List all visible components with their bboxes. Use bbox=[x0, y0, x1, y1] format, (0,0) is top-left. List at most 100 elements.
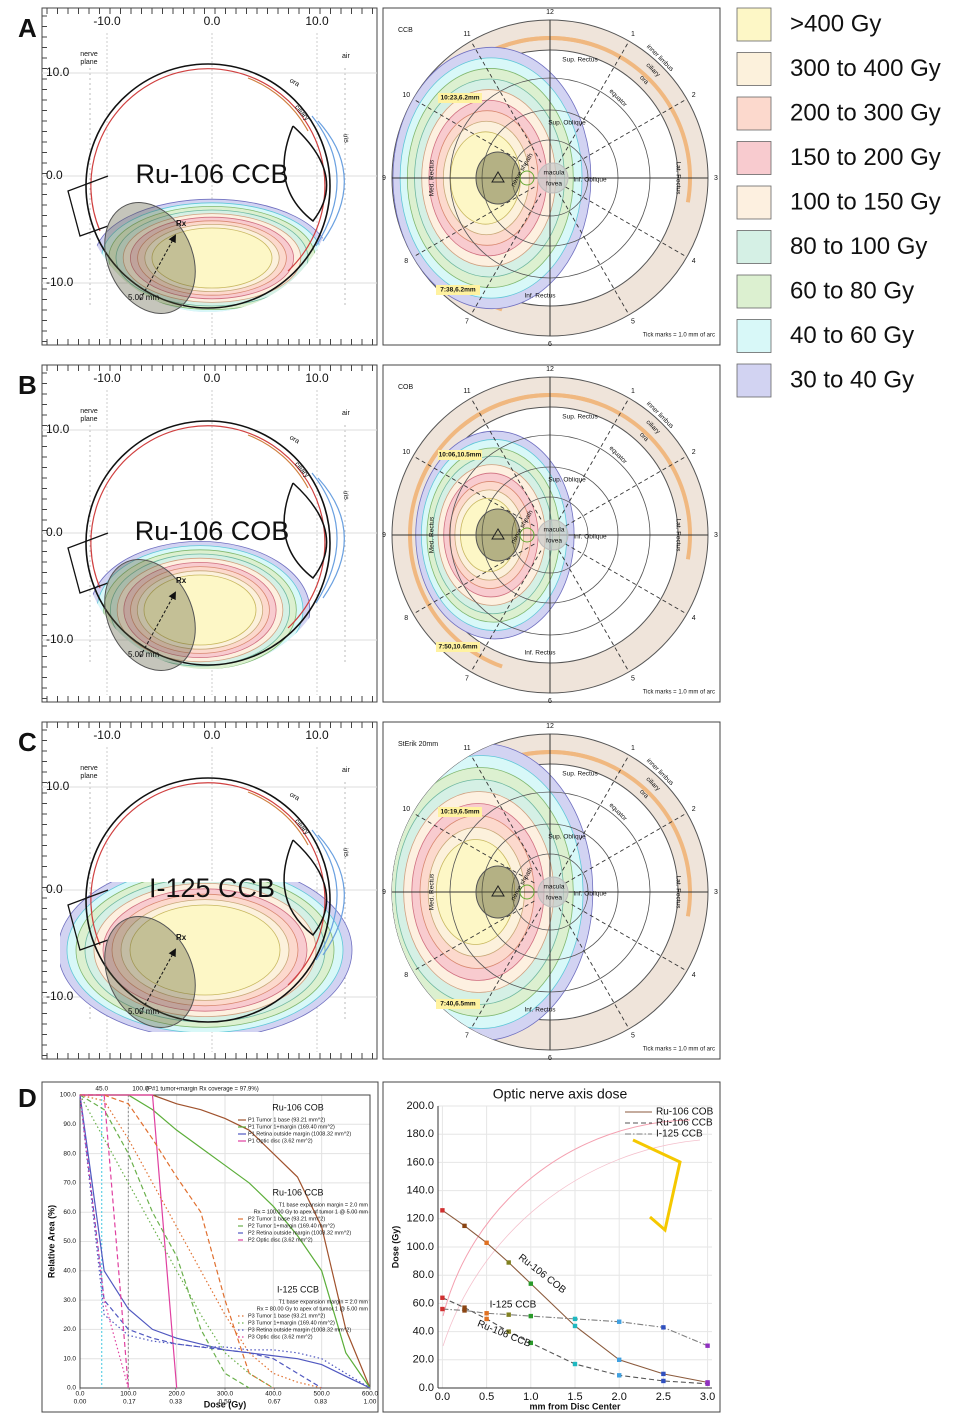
muscle-label: Sup. Rectus bbox=[562, 771, 598, 778]
dvh-curve bbox=[79, 1094, 371, 1389]
data-point bbox=[528, 1281, 534, 1286]
scale-note: Tick marks = 1.0 mm of arc bbox=[643, 690, 715, 696]
ciliary-arc bbox=[669, 464, 692, 560]
landmark-label: macula bbox=[544, 884, 565, 891]
data-point bbox=[616, 1319, 622, 1324]
data-point bbox=[661, 1325, 666, 1330]
rx-label: Rx bbox=[176, 576, 187, 585]
lens bbox=[283, 839, 328, 937]
plot-area bbox=[79, 1094, 371, 1389]
x-tick-label: 500.0 bbox=[314, 1391, 331, 1398]
eye-y-label: 0.0 bbox=[46, 168, 63, 182]
clock-line bbox=[558, 907, 630, 1030]
y-tick-label: 50.0 bbox=[63, 1238, 76, 1245]
point-label: 10:23,6.2mm bbox=[440, 95, 479, 102]
tumor bbox=[104, 559, 196, 671]
point-label-bg bbox=[436, 999, 480, 1009]
nerve-plane-label: nerve bbox=[80, 408, 98, 415]
scale-note: Tick marks = 1.0 mm of arc bbox=[643, 1047, 715, 1053]
iris-label: iris bbox=[341, 133, 350, 144]
rx-label: Rx bbox=[176, 933, 187, 942]
reference-label: 100.0 bbox=[132, 1086, 149, 1093]
clock-label: 10 bbox=[402, 449, 410, 456]
data-point bbox=[462, 1223, 467, 1229]
clock-label: 7 bbox=[465, 1033, 469, 1040]
clock-label: 10 bbox=[402, 92, 410, 99]
y-tick-label: 160.0 bbox=[406, 1156, 434, 1168]
legend-swatch bbox=[736, 141, 772, 175]
muscle-label: Sup. Oblique bbox=[548, 120, 586, 127]
source-label: StErik 20mm bbox=[398, 741, 438, 748]
tumor bbox=[104, 202, 196, 314]
x-tick-label: 200.0 bbox=[169, 1391, 186, 1398]
muscle-label: Lat. Rectus bbox=[674, 519, 681, 553]
group-note: Rx = 100.00 Gy to apex of tumor 1 @ 5.00… bbox=[254, 1209, 369, 1215]
decor-arc bbox=[442, 1119, 691, 1317]
clock-label: 9 bbox=[382, 175, 386, 182]
legend-label: P2 Optic disc (3.62 mm^2) bbox=[248, 1237, 313, 1243]
clock-label: 5 bbox=[631, 1033, 635, 1040]
macula bbox=[537, 876, 569, 908]
x-tick-label: 3.0 bbox=[700, 1391, 715, 1403]
x-tick-label: 0.5 bbox=[479, 1391, 494, 1403]
group-title: Ru-106 CCB bbox=[272, 1187, 323, 1197]
clock-label: 4 bbox=[692, 615, 696, 622]
muscle-label: Lat. Rectus bbox=[674, 876, 681, 910]
y-axis-label: Dose (Gy) bbox=[390, 1226, 400, 1269]
y-tick-label: 100.0 bbox=[60, 1092, 77, 1099]
y-tick-label: 70.0 bbox=[63, 1180, 76, 1187]
ciliary-arc bbox=[408, 393, 599, 669]
point-label: 7:50,10.6mm bbox=[438, 644, 477, 651]
muscle-label: Med. Rectus bbox=[429, 159, 436, 196]
plaque-label: Ru-106 COB bbox=[135, 516, 290, 546]
clock-line bbox=[565, 98, 688, 170]
eye-x-label: 0.0 bbox=[204, 728, 221, 742]
data-point bbox=[462, 1305, 467, 1310]
air-label: air bbox=[342, 53, 350, 60]
ora-label: ora bbox=[288, 434, 300, 445]
eye-x-label: 0.0 bbox=[204, 14, 221, 28]
legend-label: P1 Tumor 1+margin (169.40 mm^2) bbox=[248, 1124, 335, 1130]
scale-note: Tick marks = 1.0 mm of arc bbox=[643, 333, 715, 339]
y-tick-label: 80.0 bbox=[63, 1150, 76, 1157]
eye-globe bbox=[85, 420, 331, 666]
x-tick-label: 600.0 bbox=[362, 1391, 379, 1398]
legend-swatch bbox=[736, 185, 772, 220]
y-tick-label: 40.0 bbox=[413, 1326, 434, 1338]
clock-label: 6 bbox=[548, 341, 552, 348]
y-tick-label: 0.0 bbox=[419, 1382, 434, 1394]
clock-label: 8 bbox=[404, 615, 408, 622]
muscle-label: Sup. Oblique bbox=[548, 477, 586, 484]
y-tick-label: 140.0 bbox=[406, 1185, 434, 1197]
nerve-plane-label: plane bbox=[80, 416, 97, 423]
clock-label: 5 bbox=[631, 676, 635, 683]
legend-label: P2 Retina outside margin (1008.32 mm^2) bbox=[248, 1230, 351, 1236]
dvh-curve bbox=[79, 1094, 371, 1389]
legend-label: P3 Retina outside margin (1008.32 mm^2) bbox=[248, 1327, 351, 1333]
optic-nerve bbox=[67, 532, 109, 594]
optic-nerve bbox=[67, 175, 109, 237]
clock-label: 11 bbox=[463, 745, 470, 752]
clock-line bbox=[565, 455, 688, 527]
clock-label: 11 bbox=[463, 31, 470, 38]
data-point bbox=[484, 1316, 489, 1322]
panel-letter: C bbox=[18, 727, 37, 757]
legend-label: P3 Tumor 1+margin (169.40 mm^2) bbox=[248, 1320, 335, 1326]
legend-label: Ru-106 COB bbox=[656, 1107, 714, 1118]
clock-label: 1 bbox=[631, 388, 635, 395]
point-label: 10:06,10.5mm bbox=[439, 452, 482, 459]
clock-line bbox=[565, 543, 688, 615]
landmark-label: macula bbox=[544, 170, 565, 177]
legend-label: 100 to 150 Gy bbox=[790, 188, 941, 215]
x-tick-label: 0.0 bbox=[435, 1391, 450, 1403]
legend-label: P1 Retina outside margin (1008.32 mm^2) bbox=[248, 1131, 351, 1137]
data-point bbox=[616, 1373, 622, 1378]
data-point bbox=[506, 1260, 511, 1265]
dose-region bbox=[151, 227, 273, 289]
point-label: 7:40,6.5mm bbox=[440, 1001, 476, 1008]
clock-line bbox=[558, 193, 630, 316]
eye-y-label: -10.0 bbox=[46, 632, 74, 646]
legend-label: 200 to 300 Gy bbox=[790, 99, 941, 126]
x-tick-label: 2.5 bbox=[656, 1391, 671, 1403]
eye-y-label: 0.0 bbox=[46, 525, 63, 539]
